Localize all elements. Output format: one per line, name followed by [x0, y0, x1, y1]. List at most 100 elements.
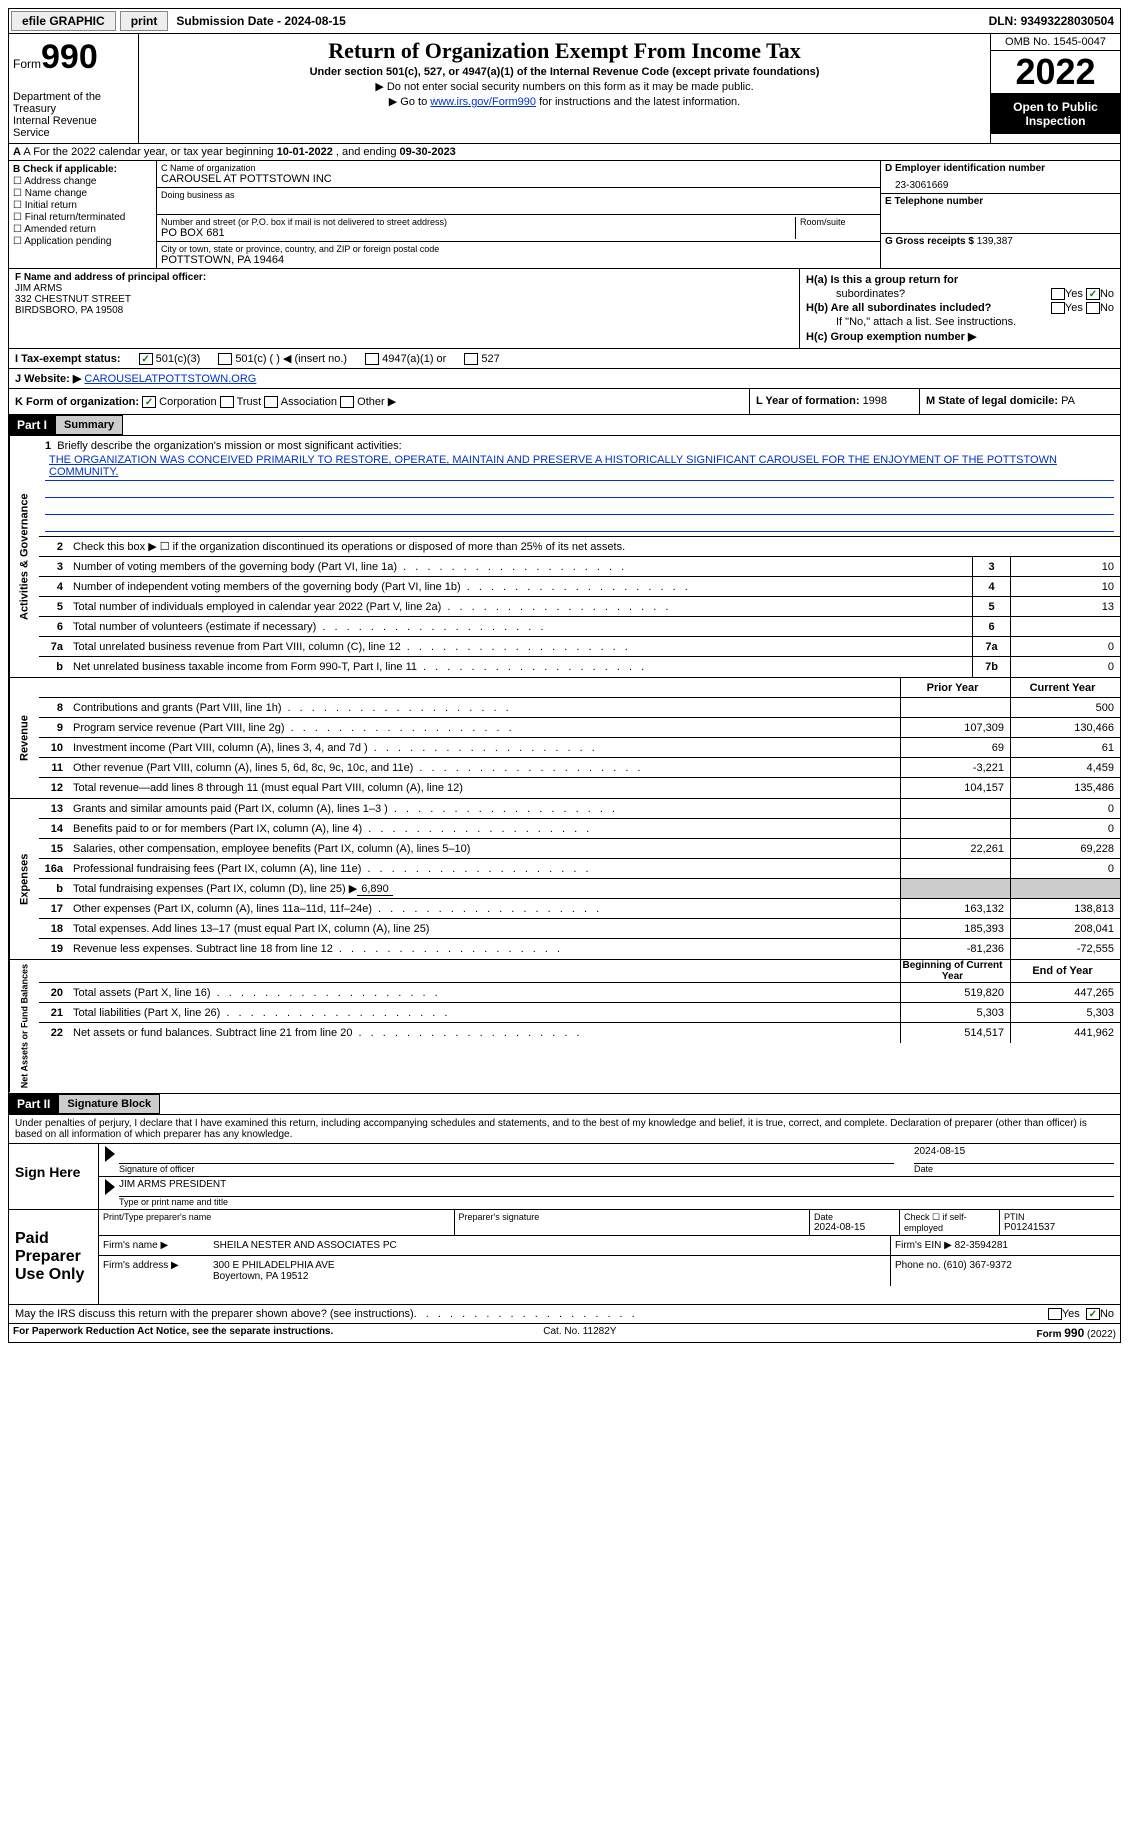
chk-corp[interactable] — [142, 396, 156, 408]
chk-4947[interactable] — [365, 353, 379, 365]
hb-yes[interactable] — [1051, 302, 1065, 314]
hdr-end: End of Year — [1010, 960, 1120, 982]
hc-label: H(c) Group exemption number ▶ — [806, 330, 976, 343]
l18-prior: 185,393 — [900, 919, 1010, 938]
mayirs-yes[interactable] — [1048, 1308, 1062, 1320]
side-revenue: Revenue — [9, 678, 39, 798]
ein-label: D Employer identification number — [885, 163, 1116, 174]
chk-501c3[interactable] — [139, 353, 153, 365]
website-link[interactable]: CAROUSELATPOTTSTOWN.ORG — [84, 373, 256, 385]
l16a-curr: 0 — [1010, 859, 1120, 878]
phone-label: E Telephone number — [885, 196, 1116, 207]
sig-date-label: Date — [914, 1164, 1114, 1174]
form-number: Form990 — [13, 38, 134, 77]
sig-officer-label: Signature of officer — [119, 1164, 894, 1174]
print-button[interactable]: print — [120, 11, 169, 31]
hb-note: If "No," attach a list. See instructions… — [806, 316, 1114, 328]
l22-text: Net assets or fund balances. Subtract li… — [69, 1025, 900, 1041]
l20-curr: 447,265 — [1010, 983, 1120, 1002]
l21-prior: 5,303 — [900, 1003, 1010, 1022]
chk-initial-return[interactable]: ☐ Initial return — [13, 200, 152, 211]
mayirs-no[interactable] — [1086, 1308, 1100, 1320]
city-label: City or town, state or province, country… — [161, 244, 876, 254]
officer-name: JIM ARMS — [15, 283, 793, 294]
l11-prior: -3,221 — [900, 758, 1010, 777]
l13-prior — [900, 799, 1010, 818]
row-a-taxyear: A A For the 2022 calendar year, or tax y… — [8, 144, 1121, 161]
chk-name-change[interactable]: ☐ Name change — [13, 188, 152, 199]
omb-number: OMB No. 1545-0047 — [991, 34, 1120, 51]
chk-address-change[interactable]: ☐ Address change — [13, 176, 152, 187]
chk-501c[interactable] — [218, 353, 232, 365]
mission-text: THE ORGANIZATION WAS CONCEIVED PRIMARILY… — [49, 454, 1057, 478]
l20-text: Total assets (Part X, line 16) — [69, 985, 900, 1001]
l3-text: Number of voting members of the governin… — [69, 559, 972, 575]
firm-addr2: Boyertown, PA 19512 — [213, 1271, 886, 1282]
org-city: POTTSTOWN, PA 19464 — [161, 254, 876, 266]
dept-label: Department of the Treasury Internal Reve… — [13, 91, 134, 139]
l7b-text: Net unrelated business taxable income fr… — [69, 659, 972, 675]
l10-text: Investment income (Part VIII, column (A)… — [69, 740, 900, 756]
prep-sig-lbl: Preparer's signature — [459, 1212, 806, 1222]
l18-text: Total expenses. Add lines 13–17 (must eq… — [69, 921, 900, 937]
l14-text: Benefits paid to or for members (Part IX… — [69, 821, 900, 837]
officer-name-label: Type or print name and title — [119, 1197, 1114, 1207]
ha-yes[interactable] — [1051, 288, 1065, 300]
org-address: PO BOX 681 — [161, 227, 791, 239]
chk-assoc[interactable] — [264, 396, 278, 408]
chk-final-return[interactable]: ☐ Final return/terminated — [13, 212, 152, 223]
ha-label: H(a) Is this a group return for — [806, 274, 958, 286]
chk-527[interactable] — [464, 353, 478, 365]
part1-netassets: Net Assets or Fund Balances Beginning of… — [8, 960, 1121, 1093]
l7b-val: 0 — [1010, 657, 1120, 677]
l9-curr: 130,466 — [1010, 718, 1120, 737]
l19-text: Revenue less expenses. Subtract line 18 … — [69, 941, 900, 957]
chk-trust[interactable] — [220, 396, 234, 408]
arrow-icon — [105, 1179, 115, 1195]
page-footer: For Paperwork Reduction Act Notice, see … — [8, 1324, 1121, 1343]
ein-value: 23-3061669 — [885, 174, 1116, 191]
org-name-label: C Name of organization — [161, 163, 876, 173]
form-subtitle: Under section 501(c), 527, or 4947(a)(1)… — [145, 66, 984, 78]
chk-other[interactable] — [340, 396, 354, 408]
efile-button[interactable]: efile GRAPHIC — [11, 11, 116, 31]
l8-prior — [900, 698, 1010, 717]
l5-text: Total number of individuals employed in … — [69, 599, 972, 615]
year-formation: 1998 — [863, 395, 887, 407]
chk-app-pending[interactable]: ☐ Application pending — [13, 236, 152, 247]
l9-prior: 107,309 — [900, 718, 1010, 737]
l16b-text: Total fundraising expenses (Part IX, col… — [69, 880, 900, 897]
prep-ptin: P01241537 — [1004, 1222, 1116, 1233]
state-domicile: PA — [1061, 395, 1075, 407]
section-bcd: B Check if applicable: ☐ Address change … — [8, 161, 1121, 269]
l12-curr: 135,486 — [1010, 778, 1120, 798]
ha-no[interactable] — [1086, 288, 1100, 300]
part1-expenses: Expenses 13Grants and similar amounts pa… — [8, 799, 1121, 960]
l17-prior: 163,132 — [900, 899, 1010, 918]
l11-curr: 4,459 — [1010, 758, 1120, 777]
dba-label: Doing business as — [161, 190, 876, 200]
l7a-text: Total unrelated business revenue from Pa… — [69, 639, 972, 655]
part2-title: Signature Block — [58, 1094, 160, 1114]
chk-amended[interactable]: ☐ Amended return — [13, 224, 152, 235]
l21-curr: 5,303 — [1010, 1003, 1120, 1022]
irs-link[interactable]: www.irs.gov/Form990 — [430, 96, 536, 108]
gross-value: 139,387 — [977, 236, 1013, 247]
l21-text: Total liabilities (Part X, line 26) — [69, 1005, 900, 1021]
form-title: Return of Organization Exempt From Incom… — [145, 38, 984, 64]
section-fh: F Name and address of principal officer:… — [8, 269, 1121, 349]
top-toolbar: efile GRAPHIC print Submission Date - 20… — [8, 8, 1121, 34]
l14-prior — [900, 819, 1010, 838]
side-netassets: Net Assets or Fund Balances — [9, 960, 39, 1092]
room-label: Room/suite — [800, 217, 876, 227]
l16a-text: Professional fundraising fees (Part IX, … — [69, 861, 900, 877]
hb-no[interactable] — [1086, 302, 1100, 314]
form-note-link: ▶ Go to www.irs.gov/Form990 for instruct… — [145, 95, 984, 108]
l20-prior: 519,820 — [900, 983, 1010, 1002]
officer-addr2: BIRDSBORO, PA 19508 — [15, 305, 793, 316]
l4-text: Number of independent voting members of … — [69, 579, 972, 595]
l7a-val: 0 — [1010, 637, 1120, 656]
firm-addr1: 300 E PHILADELPHIA AVE — [213, 1260, 886, 1271]
addr-label: Number and street (or P.O. box if mail i… — [161, 217, 791, 227]
l13-text: Grants and similar amounts paid (Part IX… — [69, 801, 900, 817]
